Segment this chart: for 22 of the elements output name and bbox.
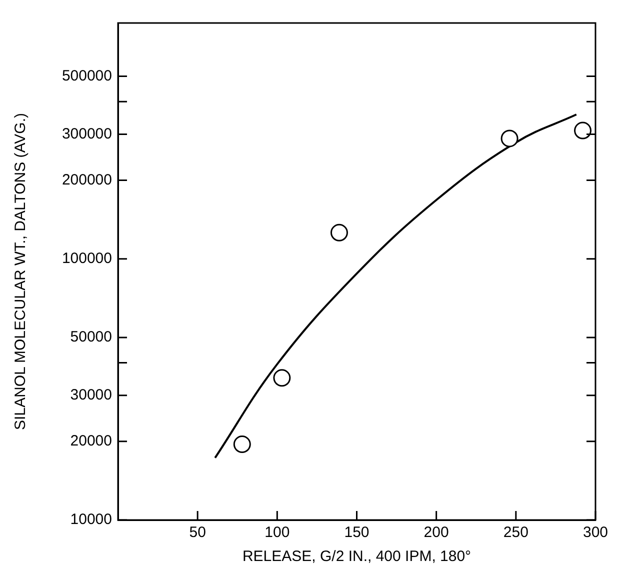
point	[273, 369, 291, 387]
y-axis-title: SILANOL MOLECULAR WT., DALTONS (AVG.)	[12, 112, 30, 430]
x-tick-label: 100	[264, 524, 290, 542]
y-tick-label: 10000	[70, 511, 112, 528]
x-tick-label: 250	[503, 524, 528, 542]
x-tick-label: 200	[424, 524, 449, 542]
y-tick-label: 100000	[62, 250, 112, 267]
x-tick-label: 50	[189, 524, 206, 542]
x-tick-label: 300	[582, 524, 608, 542]
line-series	[214, 114, 578, 459]
point	[574, 122, 592, 140]
y-tick-label: 30000	[70, 386, 112, 404]
x-tick-label: 150	[344, 524, 370, 542]
y-tick-label: 300000	[62, 125, 112, 142]
y-tick-label: 500000	[62, 67, 112, 84]
y-tick-label: 200000	[62, 171, 112, 188]
y-tick-label: 50000	[70, 328, 112, 346]
point	[330, 224, 348, 242]
x-axis-title: RELEASE, G/2 IN., 400 IPM, 180°	[242, 548, 472, 566]
point	[233, 436, 251, 454]
y-tick-label: 20000	[70, 432, 112, 450]
point	[500, 130, 518, 148]
